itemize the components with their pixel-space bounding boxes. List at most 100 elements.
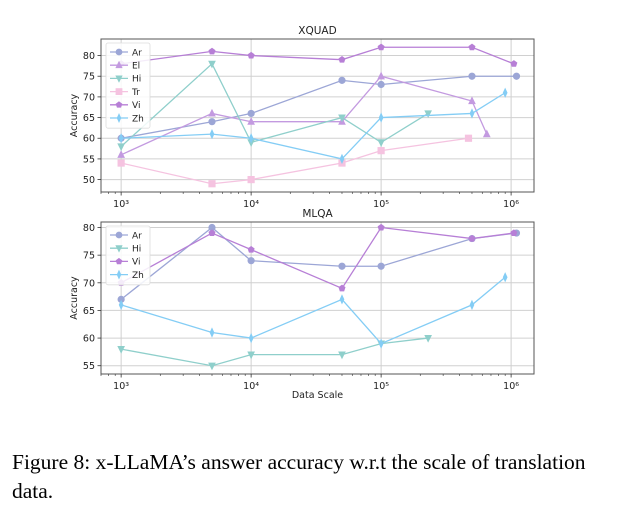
legend-item: Tr — [110, 88, 140, 98]
plot-area — [101, 39, 534, 192]
series-line — [120, 62, 429, 147]
data-point — [247, 51, 255, 59]
data-point — [117, 346, 125, 354]
data-point — [338, 262, 346, 270]
data-point — [378, 338, 384, 349]
data-point — [248, 133, 254, 144]
data-point — [377, 139, 385, 147]
figure: 50 55 60 65 70 75 80 10³ 10⁴ 10⁵ 10⁶ XQUAD Accuracy A… — [69, 25, 535, 401]
legend-marker — [115, 48, 123, 56]
chart-mlqa: 55 60 65 70 75 80 10³ 10⁴ 10⁵ 10⁶ MLQA Accuracy Data… — [69, 208, 535, 401]
data-point — [208, 108, 216, 117]
data-point — [209, 128, 215, 140]
data-point — [247, 117, 255, 125]
x-tick-label: 10³ — [113, 381, 129, 392]
legend-label: Tr — [131, 88, 140, 98]
data-point — [510, 60, 518, 67]
data-point — [339, 153, 345, 165]
data-point — [468, 72, 476, 80]
data-point — [469, 108, 475, 119]
data-point — [378, 112, 384, 123]
x-tick-label: 10⁴ — [243, 381, 259, 392]
data-point — [208, 60, 216, 69]
figure-caption: Figure 8: x-LLaMA’s answer accuracy w.r.… — [12, 450, 586, 503]
data-point — [338, 76, 346, 84]
data-point — [248, 332, 254, 344]
data-point — [377, 80, 385, 89]
x-tick-label: 10³ — [113, 199, 129, 210]
data-point — [377, 71, 385, 80]
data-point — [464, 134, 473, 142]
y-tick-label: 65 — [83, 113, 95, 124]
legend-marker — [116, 113, 122, 123]
legend-item: Vi — [110, 258, 140, 268]
legend-item: Ar — [110, 231, 142, 241]
x-tick-label: 10⁶ — [503, 381, 519, 392]
series-line — [121, 337, 429, 367]
y-tick-label: 70 — [83, 92, 95, 103]
plot-area — [101, 222, 534, 374]
y-tick-label: 65 — [83, 306, 95, 317]
data-point — [117, 150, 125, 158]
legend-label: Zh — [132, 271, 144, 281]
legend-label: Zh — [132, 114, 144, 124]
data-point — [247, 257, 255, 265]
series-hi — [117, 60, 432, 152]
chart-title: MLQA — [302, 208, 333, 220]
legend-marker — [115, 231, 123, 239]
data-point — [117, 159, 125, 167]
data-point — [247, 245, 255, 253]
legend-item: Hi — [110, 245, 141, 255]
legend-label: Vi — [132, 101, 140, 111]
y-axis-label: Accuracy — [69, 276, 80, 320]
chart-xquad: 50 55 60 65 70 75 80 10³ 10⁴ 10⁵ 10⁶ XQUAD Accuracy A… — [69, 25, 535, 210]
data-point — [208, 362, 216, 371]
data-point — [482, 129, 491, 138]
data-point — [117, 143, 125, 152]
data-point — [424, 334, 432, 343]
legend-item: Hi — [110, 75, 141, 85]
y-tick-label: 80 — [83, 51, 95, 62]
data-point — [377, 223, 385, 231]
x-tick-label: 10⁶ — [503, 199, 519, 210]
data-point — [208, 47, 216, 55]
x-tick-label: 10⁵ — [373, 381, 389, 392]
y-axis-label: Accuracy — [69, 93, 80, 137]
y-tick-label: 70 — [83, 278, 95, 289]
data-point — [208, 180, 216, 188]
data-point — [247, 351, 255, 360]
y-tick-label: 50 — [83, 175, 95, 186]
series-hi — [117, 334, 432, 371]
legend-marker — [115, 101, 123, 108]
chart-title: XQUAD — [298, 25, 336, 37]
legend: Ar El Hi Tr Vi Zh — [105, 42, 151, 129]
legend-label: Hi — [132, 245, 141, 255]
legend-label: El — [132, 62, 140, 72]
data-point — [339, 294, 345, 305]
y-tick-label: 55 — [83, 361, 95, 372]
legend-marker — [115, 88, 123, 95]
axes-frame — [100, 38, 535, 193]
data-point — [468, 43, 476, 51]
y-tick-label: 75 — [83, 72, 95, 83]
data-point — [247, 109, 255, 118]
legend-item: Zh — [110, 269, 144, 281]
data-point — [209, 327, 215, 338]
data-point — [377, 262, 385, 270]
x-axis-label: Data Scale — [292, 390, 343, 401]
data-point — [338, 351, 346, 360]
series-line — [120, 137, 469, 185]
legend: Ar Hi Vi Zh — [105, 225, 151, 286]
legend-item: Ar — [110, 48, 142, 58]
data-point — [377, 147, 385, 155]
data-point — [510, 229, 518, 237]
legend-label: Ar — [132, 48, 142, 58]
legend-marker — [115, 75, 123, 83]
y-tick-label: 60 — [83, 134, 95, 145]
legend-item: Vi — [110, 101, 140, 111]
y-tick-label: 75 — [83, 251, 95, 262]
data-point — [468, 234, 476, 242]
data-point — [468, 96, 476, 105]
legend-label: Vi — [132, 258, 140, 268]
data-point — [338, 284, 346, 292]
